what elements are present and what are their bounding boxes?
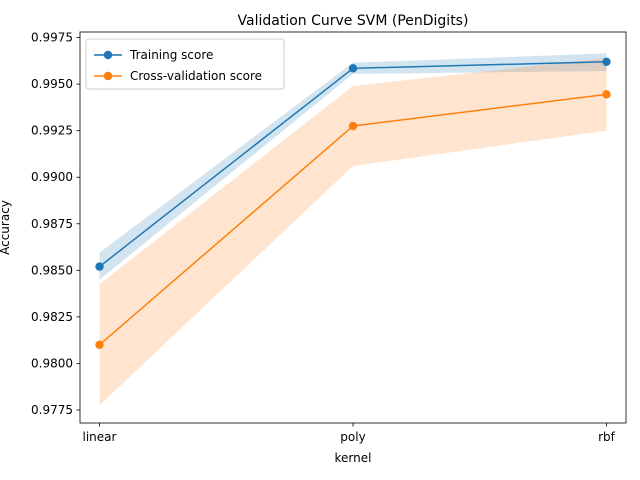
data-point-1-1 bbox=[348, 121, 358, 131]
y-tick-label: 0.9950 bbox=[31, 77, 73, 91]
data-point-0-2 bbox=[602, 57, 611, 66]
y-tick-label: 0.9850 bbox=[31, 263, 73, 277]
data-point-1-0 bbox=[95, 340, 104, 349]
y-tick-label: 0.9800 bbox=[31, 356, 73, 370]
chart-title: Validation Curve SVM (PenDigits) bbox=[238, 13, 469, 29]
y-tick-label: 0.9925 bbox=[31, 124, 73, 138]
y-tick-label: 0.9900 bbox=[31, 170, 73, 184]
confidence-band-1 bbox=[99, 58, 607, 406]
data-point-1-2 bbox=[602, 90, 611, 99]
legend: Training score Cross-validation score bbox=[85, 38, 285, 90]
legend-label-0: Training score bbox=[129, 48, 213, 62]
x-tick-label: rbf bbox=[598, 430, 616, 444]
x-tick-label: poly bbox=[340, 430, 365, 444]
data-point-0-0 bbox=[95, 262, 104, 271]
legend-label-1: Cross-validation score bbox=[130, 69, 262, 83]
y-tick-label: 0.9775 bbox=[31, 403, 73, 417]
y-tick-label: 0.9825 bbox=[31, 310, 73, 324]
x-axis-ticks: linear poly rbf bbox=[83, 423, 616, 444]
y-axis-ticks: 0.9775 0.9800 0.9825 0.9850 0.9875 0.9900 0.99… bbox=[31, 31, 80, 417]
x-tick-label: linear bbox=[83, 430, 117, 444]
y-axis-label: Accuracy bbox=[0, 200, 12, 255]
x-axis-label: kernel bbox=[335, 451, 372, 465]
legend-marker-1 bbox=[103, 71, 113, 81]
y-tick-label: 0.9875 bbox=[31, 217, 73, 231]
legend-box bbox=[85, 38, 285, 90]
legend-marker-0 bbox=[103, 50, 113, 60]
y-tick-label: 0.9975 bbox=[31, 31, 73, 45]
data-point-0-1 bbox=[348, 64, 358, 73]
confidence-bands bbox=[99, 53, 607, 406]
series-points bbox=[95, 57, 611, 349]
